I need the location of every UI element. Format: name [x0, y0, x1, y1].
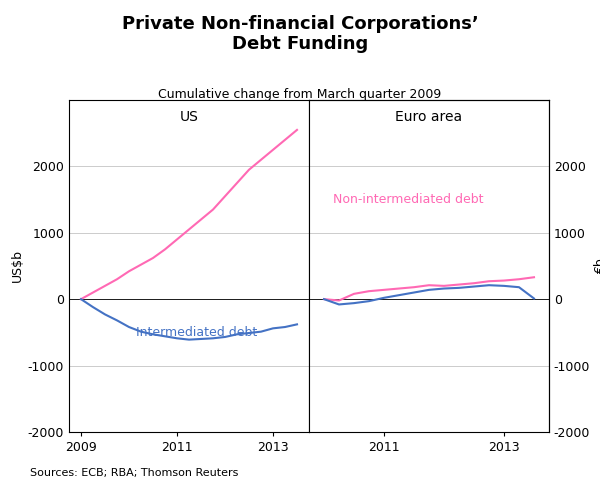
Y-axis label: €b: €b: [595, 258, 600, 274]
Text: Private Non-financial Corporations’
Debt Funding: Private Non-financial Corporations’ Debt…: [122, 15, 478, 54]
Text: Sources: ECB; RBA; Thomson Reuters: Sources: ECB; RBA; Thomson Reuters: [30, 468, 238, 478]
Text: US: US: [179, 110, 199, 124]
Text: Intermediated debt: Intermediated debt: [136, 325, 257, 339]
Text: Euro area: Euro area: [395, 110, 463, 124]
Text: Non-intermediated debt: Non-intermediated debt: [333, 193, 484, 206]
Text: Cumulative change from March quarter 2009: Cumulative change from March quarter 200…: [158, 88, 442, 101]
Y-axis label: US$b: US$b: [11, 249, 23, 283]
